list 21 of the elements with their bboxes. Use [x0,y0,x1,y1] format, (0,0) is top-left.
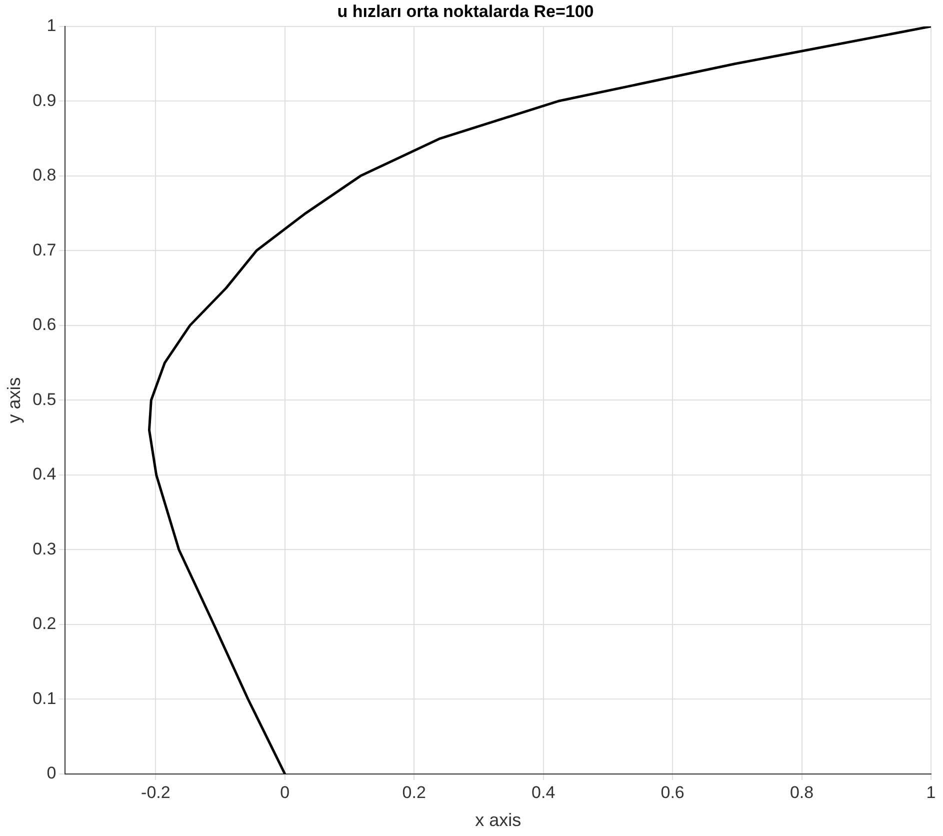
x-tick-label: 0 [280,782,290,802]
chart-title: u hızları orta noktalarda Re=100 [337,2,594,21]
x-tick-label: 1 [926,782,936,802]
y-tick-label: 0.9 [32,90,56,110]
y-tick-label: 0.3 [32,539,56,558]
x-axis-title: x axis [475,810,522,830]
y-tick-label: 0.7 [32,240,56,260]
x-tick-label: 0.6 [660,782,684,802]
y-axis-title: y axis [4,377,24,424]
x-tick-label: 0.4 [532,782,556,802]
x-tick-label: 0.8 [790,782,814,802]
y-tick-label: 0 [46,764,56,783]
y-tick-label: 0.6 [32,315,56,334]
y-tick-label: 0.5 [32,390,56,409]
x-tick-label: 0.2 [402,782,426,802]
y-tick-label: 0.1 [32,688,56,708]
y-tick-label: 1 [46,16,56,36]
y-tick-label: 0.2 [32,614,56,634]
y-tick-label: 0.4 [32,464,56,484]
x-tick-label: -0.2 [141,782,170,802]
y-tick-label: 0.8 [32,166,56,185]
